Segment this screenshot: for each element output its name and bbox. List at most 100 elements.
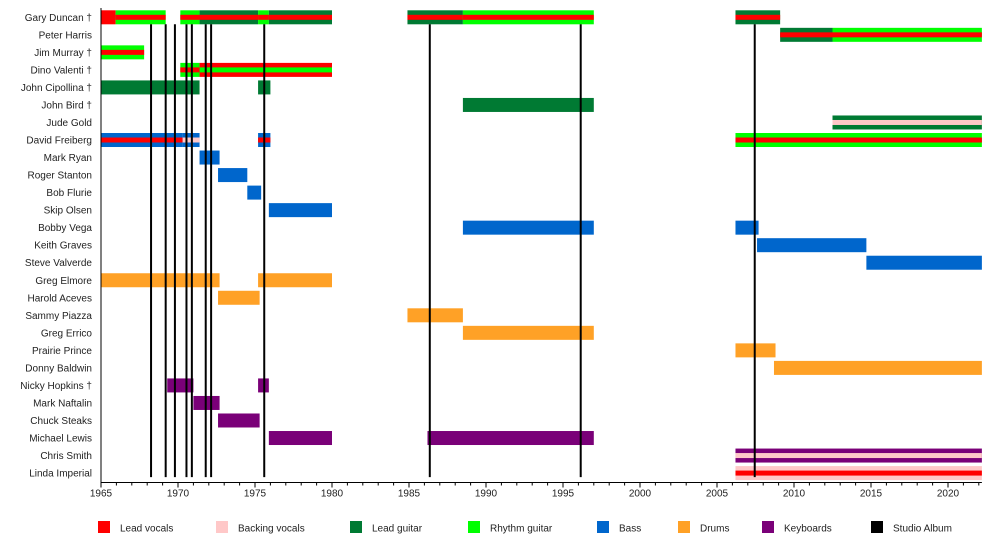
legend-swatch xyxy=(597,521,609,533)
member-label: Chuck Steaks xyxy=(30,416,92,427)
legend-label: Rhythm guitar xyxy=(490,524,553,535)
member-label: Steve Valverde xyxy=(25,258,93,269)
member-label: Donny Baldwin xyxy=(25,363,92,374)
legend-item-studio-album: Studio Album xyxy=(871,521,952,535)
bar-bass xyxy=(218,168,248,183)
member-label: Jim Murray † xyxy=(34,48,92,59)
bar-stripe-lead-vocals xyxy=(180,67,200,73)
member-label: Sammy Piazza xyxy=(25,311,92,322)
bar-bass xyxy=(268,203,332,218)
member-label: John Cipollina † xyxy=(21,83,92,94)
member-label: Dino Valenti † xyxy=(30,65,92,76)
bar-stripe-rhythm-guitar xyxy=(199,67,332,73)
bar-keyboards xyxy=(268,431,332,446)
legend-label: Drums xyxy=(700,524,729,535)
bar-stripe-lead-vocals xyxy=(407,14,463,20)
bar-bass xyxy=(247,185,262,200)
x-tick-label: 1985 xyxy=(398,489,421,500)
legend-swatch xyxy=(216,521,228,533)
bar-stripe-lead-vocals xyxy=(115,14,166,20)
legend-item-keyboards: Keyboards xyxy=(762,521,832,535)
legend-swatch xyxy=(678,521,690,533)
legend-item-drums: Drums xyxy=(678,521,729,535)
legend-label: Keyboards xyxy=(784,524,832,535)
member-label: David Freiberg xyxy=(26,136,92,147)
member-label: Greg Errico xyxy=(41,328,93,339)
legend-label: Studio Album xyxy=(893,524,952,535)
member-label: John Bird † xyxy=(41,100,92,111)
member-label: Jude Gold xyxy=(46,118,92,129)
bar-bass xyxy=(866,255,982,270)
legend-swatch xyxy=(871,521,883,533)
bar-lead-vocals xyxy=(101,10,116,25)
bar-stripe-lead-vocals xyxy=(258,14,269,20)
member-label: Greg Elmore xyxy=(35,276,92,287)
x-tick-label: 2020 xyxy=(937,489,960,500)
legend-item-backing-vocals: Backing vocals xyxy=(216,521,305,535)
x-tick-label: 1990 xyxy=(475,489,498,500)
legend-label: Lead guitar xyxy=(372,524,423,535)
bar-stripe-lead-vocals xyxy=(780,32,833,38)
bar-stripe-lead-vocals xyxy=(832,32,982,38)
member-labels: Gary Duncan † Peter Harris Jim Murray † Din… xyxy=(20,13,92,480)
x-tick-label: 2015 xyxy=(860,489,883,500)
member-label: Michael Lewis xyxy=(29,434,92,445)
legend-item-rhythm-guitar: Rhythm guitar xyxy=(468,521,553,535)
x-tick-label: 1965 xyxy=(90,489,113,500)
x-tick-label: 2000 xyxy=(629,489,652,500)
legend-item-lead-vocals: Lead vocals xyxy=(98,521,173,535)
member-label: Peter Harris xyxy=(39,30,92,41)
bar-stripe-lead-vocals xyxy=(180,14,200,20)
bar-keyboards xyxy=(427,431,594,446)
legend-swatch xyxy=(98,521,110,533)
bar-bass xyxy=(757,238,867,253)
legend-swatch xyxy=(350,521,362,533)
bar-stripe-lead-vocals xyxy=(735,137,982,143)
bar-stripe-lead-vocals xyxy=(735,14,781,20)
bar-drums xyxy=(101,273,220,288)
bar-stripe-lead-vocals xyxy=(199,14,259,20)
legend-label: Backing vocals xyxy=(238,524,305,535)
member-label: Mark Ryan xyxy=(44,153,92,164)
bar-stripe-backing-vocals xyxy=(735,453,982,459)
bar-keyboards xyxy=(218,413,260,428)
bar-lead-guitar xyxy=(462,97,594,112)
bar-bass xyxy=(199,150,220,165)
x-tick-label: 1975 xyxy=(244,489,267,500)
bar-keyboards xyxy=(167,378,194,393)
legend: Lead vocals Backing vocals Lead guitar Rhyt… xyxy=(98,521,952,535)
member-label: Prairie Prince xyxy=(32,346,92,357)
bar-stripe-backing-vocals xyxy=(832,119,982,125)
member-label: Skip Olsen xyxy=(44,206,92,217)
bar-stripe-lead-vocals xyxy=(268,14,332,20)
legend-item-lead-guitar: Lead guitar xyxy=(350,521,423,535)
member-label: Roger Stanton xyxy=(28,171,93,182)
member-label: Nicky Hopkins † xyxy=(20,381,92,392)
studio-album-lines xyxy=(150,24,756,478)
x-tick-label: 1995 xyxy=(552,489,575,500)
bar-stripe-lead-vocals xyxy=(462,14,594,20)
bar-bass xyxy=(735,220,759,235)
x-tick-label: 1970 xyxy=(167,489,190,500)
legend-label: Bass xyxy=(619,524,641,535)
bar-bass xyxy=(462,220,594,235)
bar-drums xyxy=(407,308,463,323)
bar-drums xyxy=(218,290,260,305)
member-label: Linda Imperial xyxy=(29,469,92,480)
bar-stripe-lead-vocals xyxy=(101,49,145,55)
member-label: Mark Naftalin xyxy=(33,398,92,409)
member-label: Keith Graves xyxy=(34,241,92,252)
x-tick-label: 1980 xyxy=(321,489,344,500)
bar-drums xyxy=(462,325,594,340)
bar-stripe-lead-vocals xyxy=(735,470,982,476)
legend-item-bass: Bass xyxy=(597,521,641,535)
bars-layer xyxy=(101,10,982,481)
member-label: Bob Flurie xyxy=(46,188,92,199)
member-label: Bobby Vega xyxy=(38,223,92,234)
legend-swatch xyxy=(762,521,774,533)
x-tick-label: 2010 xyxy=(783,489,806,500)
bar-drums xyxy=(773,360,982,375)
bar-stripe-lead-vocals xyxy=(101,137,183,143)
member-label: Harold Aceves xyxy=(28,293,92,304)
